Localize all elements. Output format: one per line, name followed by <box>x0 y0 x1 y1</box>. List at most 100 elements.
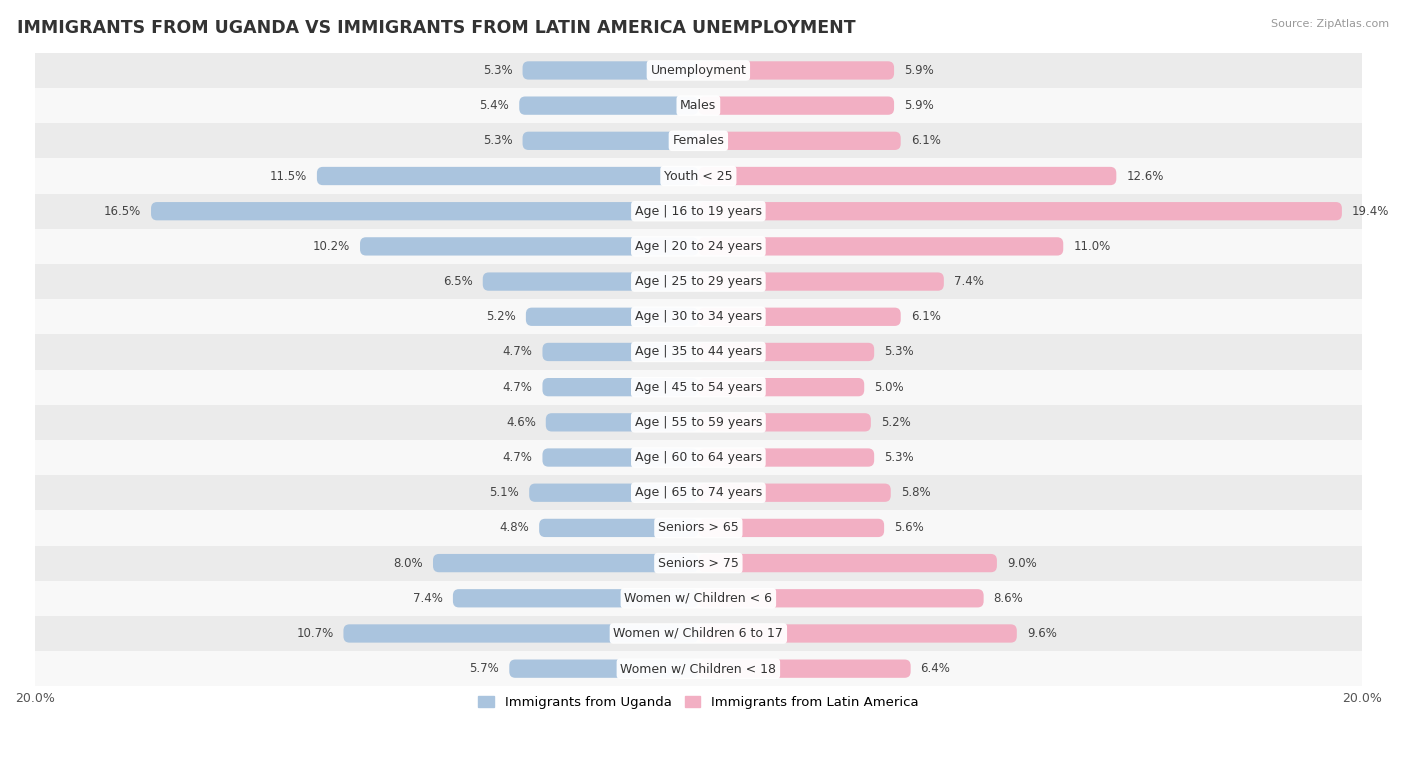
Text: 5.2%: 5.2% <box>486 310 516 323</box>
FancyBboxPatch shape <box>543 343 699 361</box>
FancyBboxPatch shape <box>699 237 1063 256</box>
Bar <box>35 123 1362 158</box>
Text: 9.6%: 9.6% <box>1026 627 1057 640</box>
FancyBboxPatch shape <box>699 343 875 361</box>
Bar <box>35 475 1362 510</box>
FancyBboxPatch shape <box>699 625 1017 643</box>
FancyBboxPatch shape <box>523 132 699 150</box>
Text: 5.2%: 5.2% <box>880 416 911 428</box>
Text: 5.4%: 5.4% <box>479 99 509 112</box>
FancyBboxPatch shape <box>543 448 699 466</box>
Text: 4.7%: 4.7% <box>502 381 533 394</box>
FancyBboxPatch shape <box>699 307 901 326</box>
FancyBboxPatch shape <box>543 378 699 397</box>
Bar <box>35 158 1362 194</box>
FancyBboxPatch shape <box>699 167 1116 185</box>
Text: Women w/ Children < 6: Women w/ Children < 6 <box>624 592 772 605</box>
Text: Age | 55 to 59 years: Age | 55 to 59 years <box>634 416 762 428</box>
Text: 12.6%: 12.6% <box>1126 170 1164 182</box>
Text: 4.7%: 4.7% <box>502 345 533 359</box>
Text: 5.3%: 5.3% <box>884 345 914 359</box>
FancyBboxPatch shape <box>343 625 699 643</box>
Text: 9.0%: 9.0% <box>1007 556 1036 569</box>
Text: 6.5%: 6.5% <box>443 275 472 288</box>
Bar <box>35 53 1362 88</box>
Text: Women w/ Children < 18: Women w/ Children < 18 <box>620 662 776 675</box>
Text: Age | 35 to 44 years: Age | 35 to 44 years <box>634 345 762 359</box>
FancyBboxPatch shape <box>699 484 891 502</box>
FancyBboxPatch shape <box>433 554 699 572</box>
Text: 5.9%: 5.9% <box>904 64 934 77</box>
Text: 4.6%: 4.6% <box>506 416 536 428</box>
Text: 10.7%: 10.7% <box>297 627 333 640</box>
Text: 5.7%: 5.7% <box>470 662 499 675</box>
FancyBboxPatch shape <box>699 61 894 79</box>
Text: Age | 16 to 19 years: Age | 16 to 19 years <box>636 204 762 218</box>
Bar <box>35 194 1362 229</box>
Text: 16.5%: 16.5% <box>104 204 141 218</box>
Text: 10.2%: 10.2% <box>312 240 350 253</box>
FancyBboxPatch shape <box>699 132 901 150</box>
FancyBboxPatch shape <box>526 307 699 326</box>
Text: 8.6%: 8.6% <box>994 592 1024 605</box>
Bar <box>35 581 1362 616</box>
FancyBboxPatch shape <box>699 448 875 466</box>
Text: Age | 45 to 54 years: Age | 45 to 54 years <box>634 381 762 394</box>
Bar <box>35 229 1362 264</box>
Text: Age | 30 to 34 years: Age | 30 to 34 years <box>634 310 762 323</box>
Text: Seniors > 65: Seniors > 65 <box>658 522 738 534</box>
Text: 6.1%: 6.1% <box>911 134 941 148</box>
FancyBboxPatch shape <box>699 659 911 678</box>
Bar <box>35 88 1362 123</box>
Text: 6.4%: 6.4% <box>921 662 950 675</box>
Text: 8.0%: 8.0% <box>394 556 423 569</box>
Text: Age | 25 to 29 years: Age | 25 to 29 years <box>634 275 762 288</box>
FancyBboxPatch shape <box>523 61 699 79</box>
Bar <box>35 264 1362 299</box>
FancyBboxPatch shape <box>529 484 699 502</box>
Text: Age | 65 to 74 years: Age | 65 to 74 years <box>634 486 762 499</box>
Text: Males: Males <box>681 99 717 112</box>
Text: 5.3%: 5.3% <box>884 451 914 464</box>
FancyBboxPatch shape <box>538 519 699 537</box>
FancyBboxPatch shape <box>546 413 699 431</box>
Bar <box>35 651 1362 687</box>
Text: IMMIGRANTS FROM UGANDA VS IMMIGRANTS FROM LATIN AMERICA UNEMPLOYMENT: IMMIGRANTS FROM UGANDA VS IMMIGRANTS FRO… <box>17 19 855 37</box>
Text: Age | 20 to 24 years: Age | 20 to 24 years <box>634 240 762 253</box>
Bar <box>35 546 1362 581</box>
FancyBboxPatch shape <box>699 554 997 572</box>
Legend: Immigrants from Uganda, Immigrants from Latin America: Immigrants from Uganda, Immigrants from … <box>472 691 924 715</box>
Text: Females: Females <box>672 134 724 148</box>
Text: Unemployment: Unemployment <box>651 64 747 77</box>
Text: Seniors > 75: Seniors > 75 <box>658 556 738 569</box>
FancyBboxPatch shape <box>453 589 699 607</box>
Text: 5.6%: 5.6% <box>894 522 924 534</box>
Text: 7.4%: 7.4% <box>953 275 984 288</box>
FancyBboxPatch shape <box>316 167 699 185</box>
Text: 5.3%: 5.3% <box>484 64 513 77</box>
FancyBboxPatch shape <box>360 237 699 256</box>
Bar <box>35 369 1362 405</box>
FancyBboxPatch shape <box>699 519 884 537</box>
FancyBboxPatch shape <box>699 589 984 607</box>
FancyBboxPatch shape <box>482 273 699 291</box>
FancyBboxPatch shape <box>509 659 699 678</box>
FancyBboxPatch shape <box>699 273 943 291</box>
Text: 6.1%: 6.1% <box>911 310 941 323</box>
Text: 5.8%: 5.8% <box>901 486 931 499</box>
Text: Age | 60 to 64 years: Age | 60 to 64 years <box>634 451 762 464</box>
Bar <box>35 405 1362 440</box>
Text: 4.7%: 4.7% <box>502 451 533 464</box>
Text: 11.5%: 11.5% <box>270 170 307 182</box>
FancyBboxPatch shape <box>699 413 870 431</box>
FancyBboxPatch shape <box>519 96 699 115</box>
Bar <box>35 510 1362 546</box>
Text: 19.4%: 19.4% <box>1351 204 1389 218</box>
FancyBboxPatch shape <box>699 96 894 115</box>
Text: 5.0%: 5.0% <box>875 381 904 394</box>
Text: 7.4%: 7.4% <box>413 592 443 605</box>
Text: Women w/ Children 6 to 17: Women w/ Children 6 to 17 <box>613 627 783 640</box>
FancyBboxPatch shape <box>150 202 699 220</box>
Bar <box>35 299 1362 335</box>
Text: 4.8%: 4.8% <box>499 522 529 534</box>
